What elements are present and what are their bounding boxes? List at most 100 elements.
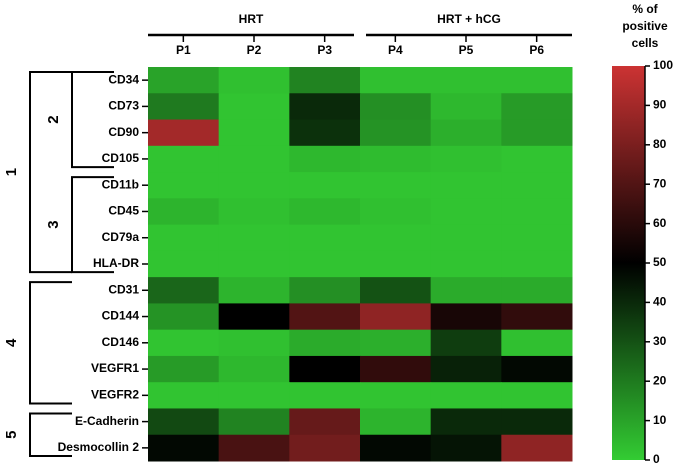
heat-cell: [360, 329, 432, 357]
heat-cell: [148, 355, 220, 383]
y-tick-label: Desmocollin 2: [58, 440, 140, 454]
y-tick-label: CD146: [102, 335, 140, 349]
heat-cell: [430, 277, 502, 304]
heat-cell: [430, 382, 502, 409]
heat-cell: [430, 329, 502, 357]
heat-cell: [218, 329, 290, 357]
bracket: [29, 71, 72, 274]
x-tick-label: P3: [317, 43, 332, 57]
heat-cell: [360, 198, 432, 226]
heat-cell: [430, 145, 502, 173]
heat-cell: [360, 145, 432, 173]
heat-cell: [148, 67, 220, 94]
heat-cell: [360, 93, 432, 121]
heat-cell: [430, 224, 502, 252]
bracket: [29, 281, 72, 405]
colorbar-tick-label: 100: [653, 58, 673, 72]
heat-cell: [218, 224, 290, 252]
heat-cell: [148, 303, 220, 331]
heat-cell: [218, 250, 290, 278]
heat-cell: [218, 355, 290, 383]
heat-cell: [148, 93, 220, 121]
heat-cell: [430, 408, 502, 436]
heat-cell: [360, 382, 432, 409]
colorbar-tick-label: 80: [653, 137, 667, 151]
heat-cell: [360, 408, 432, 436]
heat-cell: [430, 250, 502, 278]
y-tick-label: CD73: [108, 99, 139, 113]
heat-cell: [148, 119, 220, 147]
heat-cell: [501, 172, 573, 199]
y-tick-label: HLA-DR: [93, 256, 139, 270]
heat-cell: [360, 172, 432, 199]
heat-cell: [148, 172, 220, 199]
y-tick-label: CD79a: [102, 230, 140, 244]
heat-cell: [289, 434, 361, 462]
heat-cell: [148, 145, 220, 173]
heat-cell: [501, 224, 573, 252]
y-tick-label: VEGFR2: [91, 388, 139, 402]
heat-cell: [289, 93, 361, 121]
colorbar-tick-label: 30: [653, 334, 667, 348]
x-tick-label: P4: [388, 43, 403, 57]
heat-cell: [430, 198, 502, 226]
heat-cell: [218, 382, 290, 409]
heat-cell: [218, 198, 290, 226]
heat-cell: [501, 408, 573, 436]
y-tick-label: E-Cadherin: [75, 414, 139, 428]
heat-cell: [218, 93, 290, 121]
x-tick-label: P6: [529, 43, 544, 57]
heat-cell: [148, 382, 220, 409]
row-group-label: 3: [45, 220, 62, 228]
heat-cell: [218, 303, 290, 331]
heat-cell: [218, 172, 290, 199]
heat-cell: [430, 303, 502, 331]
y-tick-label: CD11b: [102, 177, 139, 191]
heat-cell: [289, 329, 361, 357]
heat-cell: [430, 119, 502, 147]
heat-cell: [501, 93, 573, 121]
heat-cell: [360, 250, 432, 278]
y-tick-label: CD31: [108, 282, 139, 296]
colorbar-title: cells: [632, 36, 659, 50]
colorbar-tick-label: 20: [653, 373, 667, 387]
colorbar-tick-label: 0: [653, 452, 660, 466]
x-tick-label: P1: [176, 43, 191, 57]
heat-cell: [430, 434, 502, 462]
group-label: HRT + hCG: [437, 12, 501, 26]
heat-cell: [360, 277, 432, 304]
heat-cell: [501, 355, 573, 383]
heat-cell: [501, 145, 573, 173]
heat-cell: [289, 382, 361, 409]
y-tick-label: VEGFR1: [91, 361, 139, 375]
y-tick-label: CD144: [102, 309, 140, 323]
heat-cell: [218, 408, 290, 436]
heat-cell: [289, 198, 361, 226]
heat-cell: [360, 224, 432, 252]
heat-cell: [501, 277, 573, 304]
bracket: [71, 176, 114, 274]
row-group-label: 2: [45, 115, 62, 123]
heat-cell: [148, 277, 220, 304]
heat-cell: [148, 250, 220, 278]
heat-cell: [360, 303, 432, 331]
heat-cell: [501, 67, 573, 94]
heat-cell: [289, 145, 361, 173]
heat-cell: [501, 119, 573, 147]
heat-cell: [360, 119, 432, 147]
heat-cell: [289, 303, 361, 331]
y-tick-label: CD45: [108, 204, 139, 218]
heat-cell: [360, 355, 432, 383]
heat-cell: [218, 145, 290, 173]
y-tick-label: CD105: [102, 151, 140, 165]
heat-cell: [289, 250, 361, 278]
heat-cell: [148, 408, 220, 436]
heat-cell: [289, 277, 361, 304]
colorbar-tick-label: 70: [653, 176, 667, 190]
colorbar: [612, 66, 645, 460]
heat-cell: [430, 67, 502, 94]
x-tick-label: P5: [459, 43, 474, 57]
heat-cell: [289, 224, 361, 252]
heat-cell: [501, 250, 573, 278]
